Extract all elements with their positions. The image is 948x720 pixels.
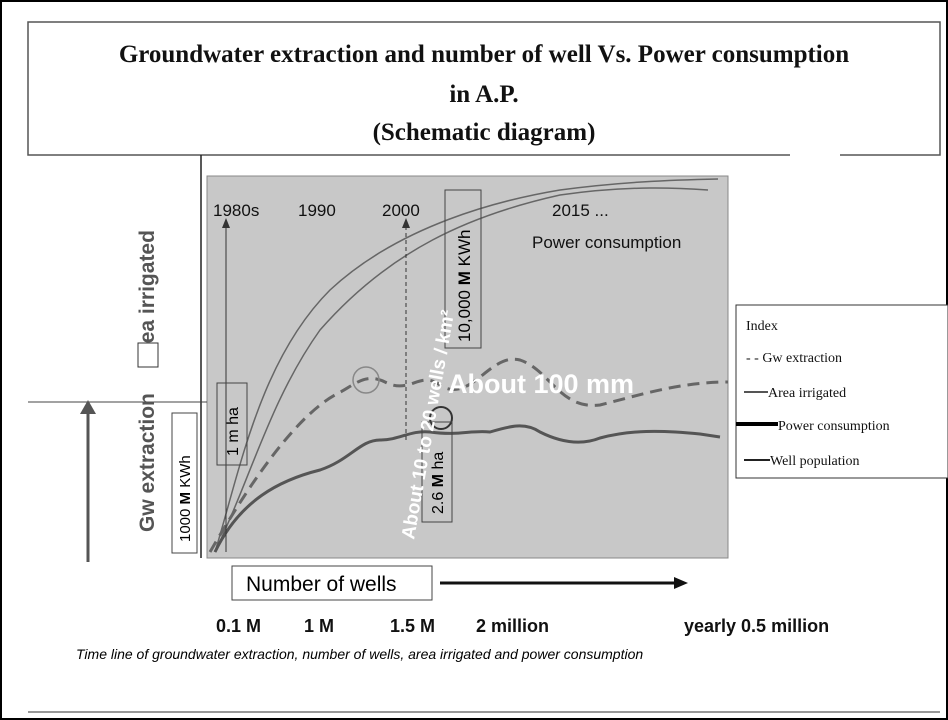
well-count: 0.1 M <box>216 616 261 636</box>
area-26: 2.6 M ha <box>430 452 447 514</box>
curve-area <box>214 178 719 553</box>
label-box <box>421 421 453 523</box>
text-part: 1000 <box>177 504 194 542</box>
text-part: area irrigated <box>136 230 159 363</box>
text-part: 10,000 <box>455 285 474 342</box>
curve-gw <box>208 357 729 553</box>
label-box <box>444 189 482 349</box>
text-part: KWh <box>455 230 474 272</box>
legend-item: Well population <box>770 454 859 469</box>
text-part: 2.6 <box>430 487 447 514</box>
arrow-head <box>80 400 96 414</box>
annotation: About 100 mm <box>448 369 634 399</box>
title-box <box>27 21 941 156</box>
label-box <box>231 565 433 601</box>
annotation: Power consumption <box>532 233 681 252</box>
power-1000: 1000 M KWh <box>177 455 194 542</box>
era-label: 1990 <box>298 201 336 220</box>
arrow-head <box>222 218 230 228</box>
text-part: M <box>430 474 447 487</box>
curve-power <box>214 187 709 553</box>
title-line: in A.P. <box>449 81 518 108</box>
curve-wells <box>213 424 721 553</box>
title-line: Groundwater extraction and number of wel… <box>119 41 849 68</box>
caption: Time line of groundwater extraction, num… <box>76 646 643 662</box>
well-count: 2 million <box>476 616 549 636</box>
well-count: 1.5 M <box>390 616 435 636</box>
text-part: M <box>455 271 474 285</box>
legend-title: Index <box>746 319 778 334</box>
arrow-head <box>674 577 688 589</box>
plot-area <box>206 175 729 559</box>
well-count: 1 M <box>304 616 334 636</box>
legend-item: - - Gw extraction <box>746 351 842 366</box>
era-label: 1980s <box>213 201 259 220</box>
title-gap <box>790 150 840 160</box>
label-box <box>216 382 248 466</box>
text-part: KWh <box>177 455 194 492</box>
era-label: 2015 ... <box>552 201 609 220</box>
title-line: (Schematic diagram) <box>373 119 596 146</box>
x-label: Number of wells <box>246 573 397 596</box>
legend-item: Power consumption <box>778 419 890 434</box>
power-10000: 10,000 M KWh <box>455 230 474 342</box>
well-count: yearly 0.5 million <box>684 616 829 636</box>
y-label: Gw extraction area irrigated <box>136 230 159 532</box>
text-part: Gw extraction <box>136 393 159 532</box>
label-box <box>171 412 198 554</box>
legend-box <box>735 304 948 479</box>
text-part: ha <box>430 452 447 474</box>
arrow-head <box>402 218 410 228</box>
era-label: 2000 <box>382 201 420 220</box>
text-part: M <box>177 492 194 505</box>
marker-circle <box>429 406 453 430</box>
legend-item: Area irrigated <box>768 386 846 401</box>
marker-circle <box>352 366 380 394</box>
area-1m: 1 m ha <box>225 407 242 456</box>
glyph-box <box>137 342 159 368</box>
